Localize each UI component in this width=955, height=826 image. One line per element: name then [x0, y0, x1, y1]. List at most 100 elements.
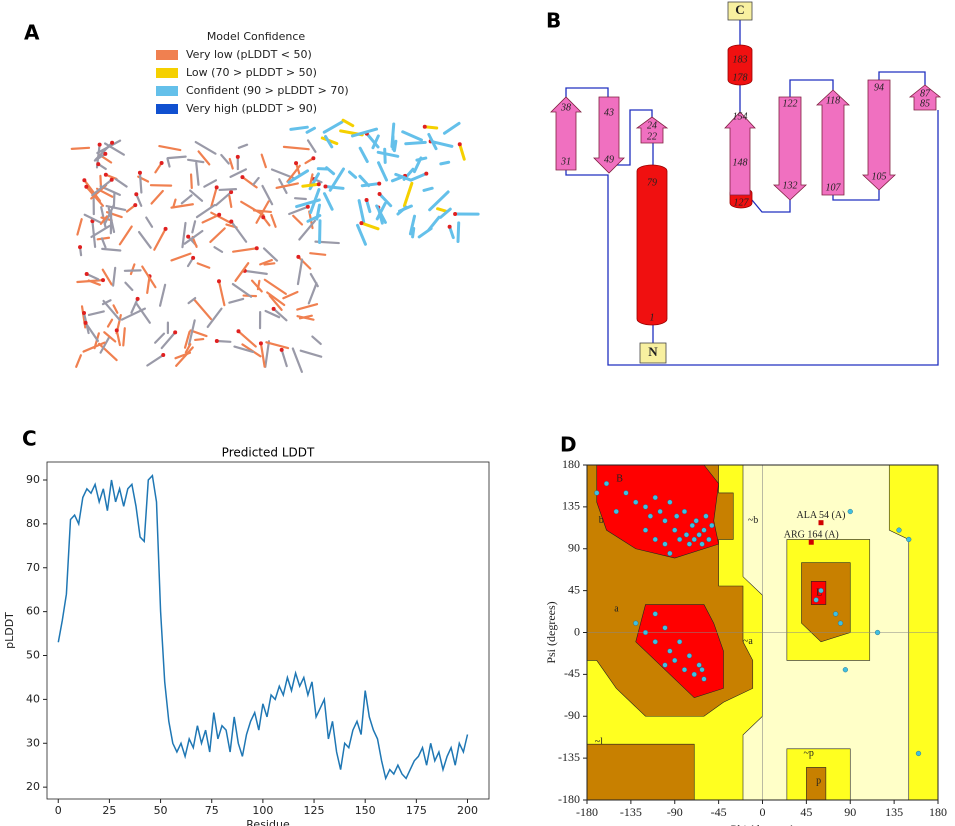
- atom: [110, 140, 115, 145]
- topology-labels: C 183 178 154 148 127 38 31 43 49 24 22 …: [560, 2, 931, 359]
- residue-point: [699, 541, 705, 547]
- atom: [279, 347, 284, 352]
- atom: [217, 212, 222, 217]
- element-label: 127: [734, 197, 750, 208]
- atom: [159, 161, 164, 166]
- atom: [229, 190, 234, 195]
- residue-point: [662, 541, 668, 547]
- bond: [412, 156, 423, 174]
- bond: [422, 186, 434, 192]
- x-tick-label: 180: [929, 805, 947, 819]
- residue-point: [652, 639, 658, 645]
- bond: [228, 157, 234, 170]
- region-label: ~l: [595, 737, 603, 748]
- x-tick-label: 50: [154, 804, 168, 817]
- bond: [137, 230, 152, 249]
- residue-point: [633, 499, 639, 505]
- residue-point: [696, 532, 702, 538]
- residue-point: [652, 611, 658, 617]
- bond: [138, 171, 143, 194]
- atom: [359, 221, 364, 226]
- bond: [103, 204, 115, 226]
- residue-point: [642, 629, 649, 636]
- bond: [322, 120, 344, 134]
- bond: [299, 349, 323, 358]
- x-tick-label: -135: [620, 805, 642, 819]
- bond: [187, 296, 197, 305]
- y-tick-label: 40: [26, 692, 40, 705]
- element-label: 22: [647, 131, 657, 142]
- legend-label: Low (70 > pLDDT > 50): [186, 66, 317, 79]
- y-tick-label: 60: [26, 605, 40, 618]
- bond: [115, 329, 122, 347]
- residue-point: [652, 536, 658, 543]
- x-axis-label: Phi (degrees): [731, 822, 795, 826]
- atom: [137, 170, 142, 175]
- terminus: N: [648, 344, 658, 359]
- region-label: p: [816, 776, 821, 787]
- atom: [258, 341, 263, 346]
- bond: [82, 341, 106, 353]
- residue-point: [677, 536, 683, 543]
- bond: [87, 310, 105, 317]
- bond: [423, 125, 439, 130]
- bond: [99, 215, 108, 225]
- bond: [101, 268, 113, 286]
- legend-swatch: [156, 68, 178, 78]
- bond: [233, 345, 255, 354]
- x-tick-label: -180: [576, 805, 598, 819]
- legend-swatch: [156, 104, 178, 114]
- y-tick-label: -180: [558, 792, 580, 806]
- bond: [375, 201, 387, 221]
- atom: [294, 161, 299, 166]
- bond: [160, 331, 177, 350]
- bond: [102, 299, 121, 321]
- bond: [135, 193, 143, 207]
- residue-point: [672, 657, 678, 664]
- bond: [103, 142, 125, 156]
- residue-point: [681, 508, 688, 515]
- bond: [360, 182, 381, 188]
- bond: [100, 237, 107, 249]
- bond: [296, 303, 319, 311]
- bond: [166, 157, 171, 168]
- atom: [83, 320, 88, 325]
- atom: [96, 162, 101, 167]
- bond: [262, 247, 279, 262]
- x-tick-label: 0: [760, 805, 766, 819]
- bond: [409, 172, 428, 182]
- y-tick-label: 20: [26, 780, 40, 793]
- atom: [82, 310, 87, 315]
- bond: [203, 179, 218, 188]
- residue-point: [603, 481, 610, 487]
- x-tick-label: 175: [406, 804, 427, 817]
- y-tick-label: 80: [26, 517, 40, 530]
- bond: [436, 207, 448, 213]
- residue-point: [703, 513, 709, 519]
- bond: [175, 346, 194, 367]
- bond: [189, 173, 193, 190]
- atom: [82, 178, 87, 183]
- bond: [153, 227, 167, 251]
- element-label: 105: [872, 171, 887, 182]
- bond: [172, 198, 177, 209]
- bond: [265, 341, 290, 350]
- bond: [210, 186, 218, 208]
- bond: [237, 330, 257, 348]
- x-tick-label: 125: [304, 804, 325, 817]
- legend-label: Very high (pLDDT > 90): [186, 102, 317, 115]
- bond: [324, 134, 334, 149]
- bond: [378, 192, 393, 208]
- bond: [210, 211, 232, 224]
- bond: [90, 224, 111, 239]
- element-label: 1: [650, 312, 655, 323]
- bond: [394, 172, 413, 182]
- element-label: 178: [733, 72, 748, 83]
- atom: [236, 329, 241, 334]
- residue-point: [709, 522, 715, 529]
- element-label: 85: [920, 98, 930, 109]
- bond: [439, 207, 452, 219]
- element-label: 87: [920, 88, 931, 99]
- bond: [189, 189, 204, 202]
